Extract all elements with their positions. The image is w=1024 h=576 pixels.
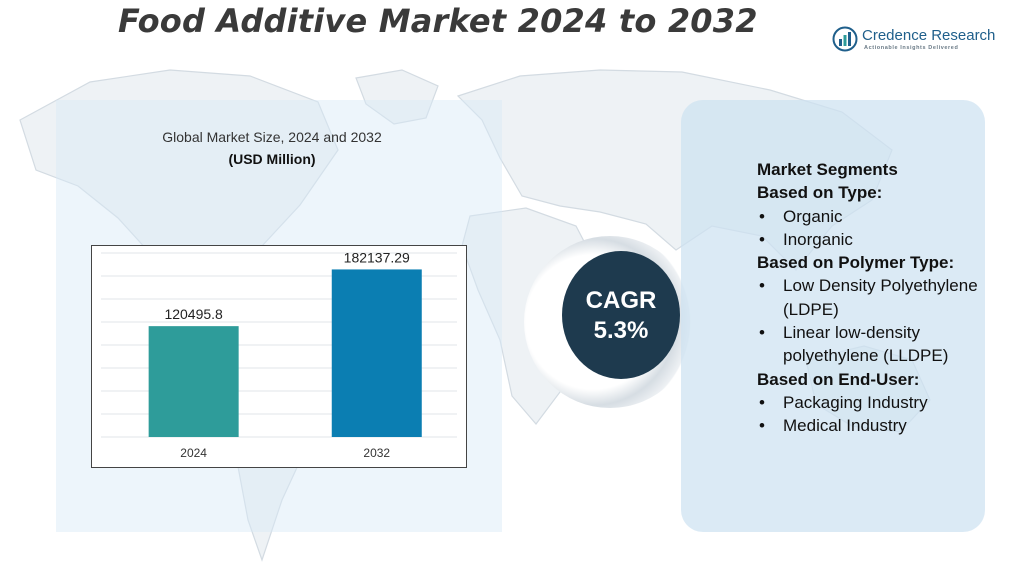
segment-heading: Based on End-User: — [757, 369, 920, 389]
segment-item: Medical Industry — [757, 414, 989, 438]
bar-2032 — [331, 269, 422, 437]
x-tick-label: 2024 — [180, 446, 207, 460]
chart-unit: (USD Million) — [228, 151, 316, 167]
x-tick-label: 2032 — [363, 446, 390, 460]
segments-list: Market Segments Based on Type:OrganicInor… — [757, 158, 989, 438]
segment-heading: Based on Type: — [757, 183, 883, 203]
segment-item: Linear low-density polyethylene (LLDPE) — [757, 321, 989, 368]
cagr-label: CAGR — [585, 287, 657, 314]
brand-name: Credence Research — [862, 27, 996, 44]
brand-tagline: Actionable Insights Delivered — [864, 45, 959, 51]
segment-item: Low Density Polyethylene (LDPE) — [757, 274, 989, 321]
segment-item: Packaging Industry — [757, 391, 989, 415]
data-label-2032: 182137.29 — [344, 249, 410, 265]
segment-item: Inorganic — [757, 228, 989, 252]
cagr-value: 5.3% — [593, 317, 649, 344]
market-size-bar-chart: 120495.8 2024 182137.29 2032 — [91, 245, 467, 468]
chart-title: Global Market Size, 2024 and 2032 — [162, 129, 382, 145]
bar-chart-logo-icon — [832, 26, 858, 52]
bar-2024 — [148, 326, 239, 437]
segment-heading: Based on Polymer Type: — [757, 253, 955, 273]
brand-logo: Credence Research Actionable Insights De… — [832, 24, 1004, 54]
segment-heading: Market Segments — [757, 160, 898, 179]
page-title: Food Additive Market 2024 to 2032 — [118, 2, 758, 40]
segment-item: Organic — [757, 205, 989, 229]
data-label-2024: 120495.8 — [164, 306, 223, 322]
cagr-badge — [562, 251, 680, 379]
